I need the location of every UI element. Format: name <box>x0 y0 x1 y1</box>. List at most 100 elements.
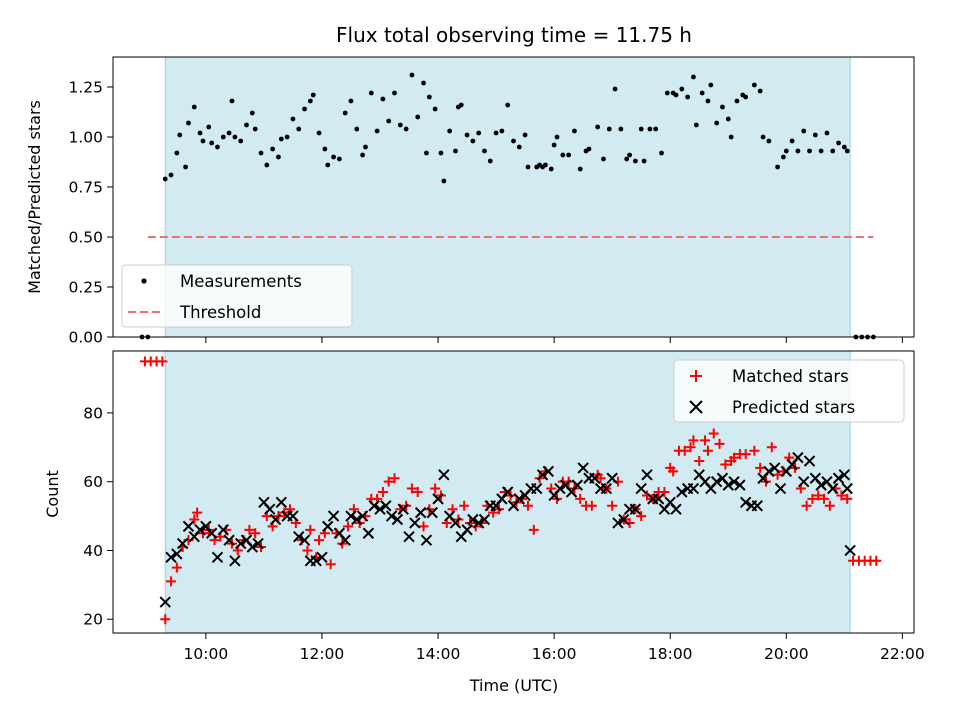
measurement-point <box>708 82 714 88</box>
predicted-stars-point <box>246 541 259 553</box>
legend-marker-measurements <box>141 278 147 284</box>
matched-stars-point <box>325 559 336 570</box>
measurement-point <box>270 146 276 152</box>
measurement-point <box>360 152 365 158</box>
measurement-point <box>612 86 618 92</box>
predicted-stars-point <box>629 503 642 515</box>
predicted-stars-point <box>217 524 229 536</box>
measurement-point <box>322 146 328 152</box>
legend-box <box>673 359 905 423</box>
predicted-stars-point <box>205 527 218 539</box>
measurement-point <box>348 98 354 104</box>
measurement-point <box>734 98 740 104</box>
measurement-point <box>215 144 220 150</box>
predicted-stars-point <box>345 510 357 522</box>
measurement-point <box>627 152 632 158</box>
predicted-stars-point <box>687 482 700 495</box>
x-tick-label: 12:00 <box>300 645 345 663</box>
measurement-point <box>653 126 659 132</box>
measurement-point <box>258 150 264 156</box>
measurement-point <box>426 94 432 100</box>
measurement-point <box>177 132 183 138</box>
predicted-stars-point <box>165 551 177 564</box>
predicted-stars-point <box>792 451 804 464</box>
legend-label: Predicted stars <box>732 398 855 417</box>
y-tick-label: 0.00 <box>68 329 103 347</box>
measurement-point <box>560 152 566 158</box>
matched-stars-point <box>157 356 168 367</box>
measurement-point <box>757 88 763 94</box>
measurement-point <box>693 122 699 128</box>
measurement-point <box>641 158 647 164</box>
measurement-point <box>775 164 780 170</box>
x-tick-label: 20:00 <box>764 645 809 663</box>
predicted-stars-point <box>287 510 299 522</box>
measurement-point <box>336 156 342 162</box>
measurement-point <box>543 162 548 168</box>
legend-label: Measurements <box>180 272 302 291</box>
matched-stars-point <box>418 521 429 532</box>
measurement-point <box>789 138 795 144</box>
predicted-stars-point <box>409 517 421 529</box>
measurement-point <box>380 96 386 102</box>
matched-stars-point <box>668 466 679 477</box>
matched-stars-point <box>819 493 830 504</box>
predicted-stars-point <box>531 482 543 495</box>
predicted-stars-point <box>589 472 601 484</box>
matched-stars-point <box>575 493 586 504</box>
measurement-point <box>264 162 270 168</box>
matched-stars-point <box>192 507 203 518</box>
predicted-stars-point <box>577 462 589 474</box>
y-tick-label: 20 <box>83 611 103 629</box>
measurement-point <box>760 134 766 140</box>
predicted-stars-point <box>536 469 549 481</box>
measurement-point <box>206 124 212 130</box>
measurement-point <box>342 110 348 116</box>
predicted-stars-point <box>194 524 206 536</box>
predicted-stars-point <box>322 520 334 533</box>
measurement-point <box>812 132 818 138</box>
predicted-stars-point <box>600 482 613 495</box>
predicted-stars-point <box>606 472 618 484</box>
predicted-stars-point <box>798 475 810 488</box>
predicted-stars-point <box>618 513 630 526</box>
matched-stars-point <box>383 476 394 487</box>
predicted-stars-point <box>182 520 195 533</box>
measurement-point <box>751 82 757 88</box>
measurement-point <box>632 158 638 164</box>
matched-stars-point <box>250 528 261 539</box>
matched-stars-point <box>714 438 725 449</box>
predicted-stars-point <box>432 493 444 505</box>
measurement-point <box>424 150 429 156</box>
predicted-stars-point <box>768 462 781 474</box>
y-axis-label-lower: Count <box>43 470 62 518</box>
measurement-point <box>720 104 725 110</box>
predicted-stars-point <box>316 551 328 564</box>
matched-stars-point <box>836 490 847 501</box>
matched-stars-point <box>720 459 731 470</box>
matched-stars-point <box>685 442 696 453</box>
matched-stars-point <box>523 500 534 511</box>
measurement-point <box>572 128 577 134</box>
measurement-point <box>699 90 705 96</box>
measurement-point <box>487 158 493 164</box>
matched-stars-point <box>406 483 417 494</box>
measurement-point <box>191 104 197 110</box>
matched-stars-point <box>842 493 853 504</box>
predicted-stars-point <box>571 479 584 491</box>
predicted-stars-point <box>554 482 566 495</box>
predicted-stars-point <box>774 482 787 495</box>
matched-stars-point <box>244 524 255 535</box>
predicted-stars-point <box>351 513 363 526</box>
legend-label: Matched stars <box>732 367 849 386</box>
measurement-point <box>801 128 807 134</box>
y-tick-label: 1.25 <box>68 79 103 97</box>
predicted-stars-point <box>728 475 740 488</box>
matched-stars-point <box>636 511 647 522</box>
measurement-point <box>331 154 336 160</box>
measurement-point <box>638 126 644 132</box>
measurement-point <box>386 118 392 124</box>
measurement-point <box>673 92 679 98</box>
predicted-stars-point <box>449 517 462 529</box>
predicted-stars-point <box>356 510 369 522</box>
